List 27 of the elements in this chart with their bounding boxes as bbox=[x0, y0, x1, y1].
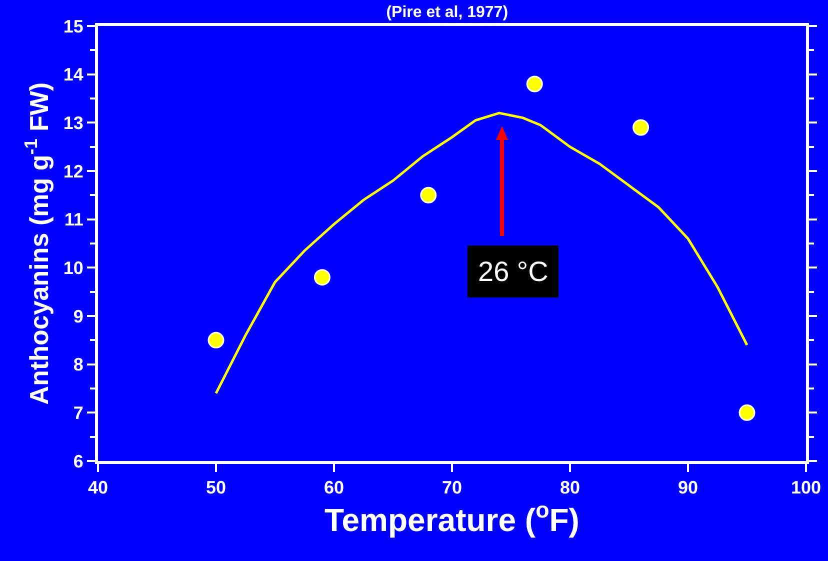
y-tick-label: 6 bbox=[73, 451, 84, 472]
line-series bbox=[214, 112, 748, 395]
chart-title: (Pire et al, 1977) bbox=[386, 4, 508, 21]
point bbox=[632, 119, 650, 136]
y-tick-label: 11 bbox=[64, 210, 84, 230]
point bbox=[526, 76, 543, 92]
y-tick-label: 9 bbox=[73, 306, 84, 326]
x-tick-label: 80 bbox=[560, 478, 580, 498]
x-tick-label: 100 bbox=[790, 478, 822, 498]
y-tick-label: 13 bbox=[63, 112, 84, 133]
y-tick-label: 10 bbox=[63, 258, 84, 278]
point bbox=[314, 269, 330, 286]
y-tick-label: 15 bbox=[63, 16, 84, 36]
x-tick-label: 60 bbox=[324, 478, 344, 498]
point bbox=[420, 186, 437, 204]
x-tick-label: 70 bbox=[442, 478, 462, 498]
x-tick-label: 50 bbox=[206, 478, 226, 498]
y-tick-label: 14 bbox=[63, 64, 84, 85]
y-tick-label: 7 bbox=[73, 402, 84, 423]
point bbox=[208, 332, 224, 348]
point bbox=[738, 404, 756, 421]
y-tick-label: 8 bbox=[73, 354, 84, 375]
x-axis-title: Temperature ($^{o}$F) bbox=[324, 498, 580, 538]
x-tick-label: 40 bbox=[88, 478, 108, 498]
y-tick-label: 12 bbox=[63, 161, 84, 182]
x-tick-label: 90 bbox=[678, 478, 698, 498]
annotation: 26 °C bbox=[478, 256, 548, 287]
